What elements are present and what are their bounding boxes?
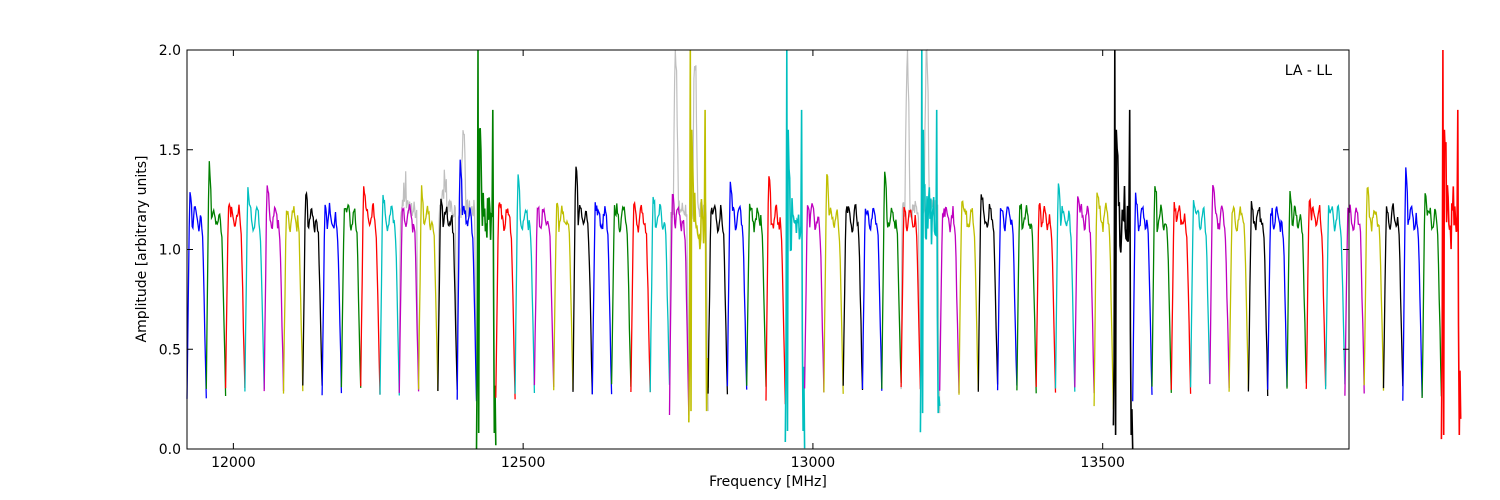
- band-line-60: [1344, 204, 1365, 396]
- y-axis-ticks: 0.0 0.5 1.0 1.5 2.0: [159, 43, 1349, 458]
- band-line-33: [823, 174, 844, 394]
- band-line-65: [1440, 49, 1462, 440]
- band-line-16: [495, 202, 516, 400]
- band-line-0: [186, 192, 207, 399]
- band-line-43: [1016, 203, 1037, 394]
- band-line-13: [437, 198, 458, 392]
- band-line-25: [668, 193, 690, 416]
- y-tick-label: 1.5: [159, 143, 181, 159]
- band-line-23: [630, 200, 651, 393]
- band-line-19: [553, 202, 574, 391]
- band-line-64: [1421, 193, 1443, 399]
- band-line-48: [1112, 49, 1134, 450]
- band-line-29: [746, 203, 767, 387]
- band-line-17: [514, 174, 536, 394]
- band-line-12: [417, 185, 439, 391]
- band-line-4: [263, 185, 285, 392]
- band-line-10: [379, 194, 400, 396]
- band-line-32: [803, 203, 825, 393]
- band-line-7: [321, 202, 343, 396]
- band-line-57: [1286, 190, 1307, 389]
- band-line-27: [707, 203, 729, 395]
- band-line-41: [977, 194, 999, 392]
- raw-spike-0: [456, 130, 478, 400]
- band-line-26: [688, 49, 709, 423]
- band-line-24: [649, 196, 671, 393]
- band-line-31: [784, 49, 806, 449]
- band-line-44: [1035, 202, 1057, 393]
- band-line-37: [900, 206, 922, 390]
- band-line-46: [1074, 196, 1095, 394]
- y-tick-label: 1.0: [159, 243, 181, 259]
- x-tick-label: 13500: [1080, 455, 1125, 471]
- band-line-59: [1324, 203, 1346, 390]
- band-line-45: [1054, 183, 1076, 392]
- band-line-56: [1267, 206, 1288, 390]
- band-line-8: [340, 203, 362, 388]
- band-line-51: [1170, 201, 1192, 394]
- y-tick-label: 2.0: [159, 43, 181, 59]
- band-line-54: [1228, 205, 1250, 392]
- raw-spike-5: [398, 171, 420, 390]
- band-line-52: [1189, 200, 1211, 388]
- y-tick-label: 0.5: [159, 342, 181, 358]
- band-line-39: [939, 206, 960, 394]
- band-line-18: [533, 205, 555, 388]
- series-layer: [186, 48, 1462, 450]
- band-line-35: [861, 207, 883, 391]
- band-line-14: [456, 159, 478, 402]
- band-line-55: [1247, 201, 1269, 397]
- y-tick-label: 0.0: [159, 442, 181, 458]
- band-line-9: [360, 186, 381, 395]
- band-line-28: [726, 181, 748, 390]
- band-line-3: [244, 187, 265, 392]
- band-line-62: [1382, 203, 1404, 389]
- band-line-36: [881, 171, 902, 389]
- band-line-40: [958, 200, 979, 395]
- band-line-22: [610, 203, 632, 387]
- band-line-11: [398, 204, 420, 393]
- x-tick-label: 12000: [211, 455, 256, 471]
- y-axis-label: Amplitude [arbitrary units]: [134, 156, 150, 343]
- x-axis-ticks: 12000 12500 13000 13500: [211, 50, 1125, 471]
- x-axis-label: Frequency [MHz]: [709, 474, 827, 490]
- band-line-50: [1151, 186, 1172, 393]
- band-line-58: [1305, 197, 1327, 389]
- band-line-42: [996, 206, 1018, 391]
- band-line-38: [919, 49, 941, 433]
- band-line-20: [572, 166, 593, 395]
- band-line-15: [475, 49, 497, 450]
- band-line-53: [1209, 184, 1230, 389]
- band-line-49: [1132, 192, 1153, 402]
- band-line-34: [842, 203, 864, 391]
- band-line-61: [1363, 186, 1385, 391]
- x-tick-label: 12500: [501, 455, 546, 471]
- band-line-1: [205, 161, 227, 397]
- band-line-63: [1402, 167, 1423, 401]
- band-line-47: [1093, 192, 1115, 410]
- band-line-5: [282, 206, 304, 394]
- band-line-21: [591, 202, 613, 395]
- band-line-2: [224, 202, 246, 389]
- x-tick-label: 13000: [791, 455, 836, 471]
- band-line-6: [302, 190, 323, 386]
- annotation-label: LA - LL: [1285, 63, 1332, 79]
- band-line-30: [765, 176, 786, 405]
